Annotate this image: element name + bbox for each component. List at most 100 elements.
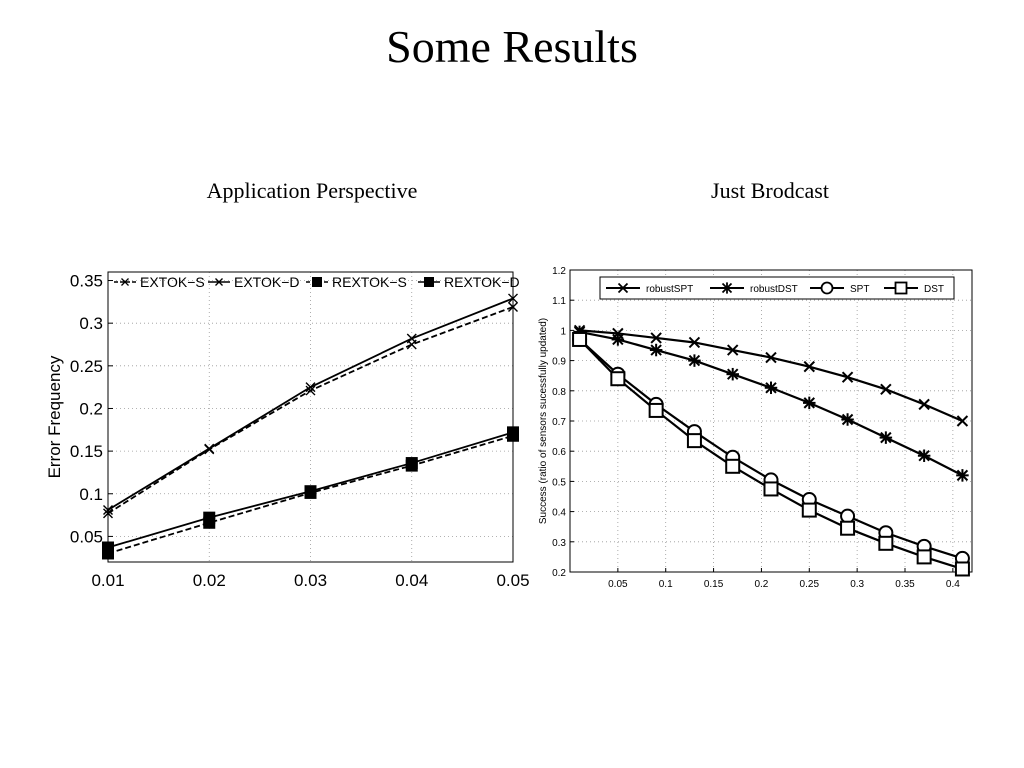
y-tick-label: 0.2 — [79, 399, 103, 418]
series-3 — [572, 331, 970, 577]
y-tick-label: 0.6 — [552, 447, 566, 458]
data-point — [840, 508, 856, 524]
y-axis-label: Error Frequency — [45, 355, 64, 478]
x-tick-label: 0.2 — [754, 579, 768, 590]
data-point — [803, 396, 816, 410]
data-point — [765, 351, 777, 364]
data-point — [102, 541, 114, 554]
data-point — [764, 381, 778, 395]
data-point — [508, 293, 518, 304]
data-point — [686, 433, 702, 449]
data-point — [841, 371, 854, 383]
legend-label: EXTOK−S — [140, 274, 205, 290]
legend-label: SPT — [850, 284, 869, 295]
data-point-stroke — [803, 360, 815, 373]
data-point — [840, 520, 856, 536]
data-point-stroke — [956, 415, 969, 427]
y-tick-label: 0.8 — [552, 387, 566, 398]
x-tick-label: 0.04 — [395, 571, 428, 590]
legend: EXTOK−S EXTOK−D REXTOK−S REXTOK−D — [114, 274, 520, 290]
y-tick-label: 0.05 — [70, 527, 103, 546]
series-3 — [102, 426, 519, 554]
data-point-stroke — [765, 351, 777, 364]
data-point — [203, 511, 216, 524]
series-line — [578, 338, 963, 560]
x-tick-label: 0.15 — [704, 579, 724, 590]
data-point — [918, 398, 930, 411]
legend-marker-stroke — [121, 278, 129, 286]
data-point-stroke — [406, 333, 417, 344]
data-point-stroke — [305, 382, 316, 393]
series-1 — [573, 325, 969, 482]
legend-label: robustDST — [750, 284, 798, 295]
data-point — [803, 360, 815, 373]
data-point — [725, 458, 741, 474]
x-tick-label: 0.35 — [895, 579, 915, 590]
left-chart-heading: Application Perspective — [206, 178, 418, 203]
y-tick-label: 1 — [560, 326, 566, 337]
data-point — [879, 431, 893, 444]
legend-box — [599, 276, 955, 300]
y-tick-label: 0.3 — [552, 538, 566, 549]
data-point-stroke — [305, 385, 316, 396]
y-tick-label: 0.4 — [552, 508, 566, 519]
x-tick-label: 0.03 — [294, 571, 327, 590]
x-tick-label: 0.4 — [946, 579, 960, 590]
legend-label: EXTOK−D — [234, 274, 300, 290]
data-point — [917, 449, 931, 462]
legend-marker-stroke — [215, 278, 223, 286]
data-point — [841, 413, 854, 426]
y-tick-label: 0.35 — [70, 272, 103, 291]
legend-label: REXTOK−D — [444, 274, 520, 290]
data-point — [648, 402, 664, 418]
data-point — [103, 508, 113, 519]
data-point — [649, 343, 663, 357]
data-point — [916, 549, 932, 565]
data-point-stroke — [880, 383, 892, 395]
data-point-stroke — [918, 398, 930, 411]
y-tick-label: 0.15 — [70, 442, 103, 461]
error-frequency-chart: 0.01 0.02 0.03 0.04 0.05 0.05 0.1 0.15 0.2 0.25 0.… — [45, 271, 530, 590]
data-point — [878, 535, 894, 551]
legend-marker — [312, 277, 322, 287]
series-0 — [573, 324, 969, 427]
legend-label: REXTOK−S — [332, 274, 407, 290]
data-point-stroke — [508, 293, 518, 304]
legend-marker-stroke — [617, 282, 629, 294]
x-tick-label: 0.05 — [496, 571, 529, 590]
data-point — [726, 367, 739, 381]
series-line — [107, 306, 514, 515]
legend-marker — [721, 282, 733, 294]
plot-frame — [569, 269, 973, 573]
x-tick-label: 0.05 — [608, 579, 628, 590]
slide-title: Some Results — [386, 21, 638, 72]
data-point — [880, 383, 892, 395]
x-tick-label: 0.25 — [800, 579, 820, 590]
legend-label: robustSPT — [646, 284, 693, 295]
data-point — [611, 333, 625, 346]
data-point — [610, 371, 626, 387]
legend-marker — [424, 277, 434, 287]
series-line — [579, 330, 963, 477]
data-point-stroke — [103, 504, 113, 515]
data-point — [103, 504, 113, 515]
data-point — [688, 354, 701, 367]
y-tick-label: 0.5 — [552, 477, 566, 488]
data-point-stroke — [727, 344, 739, 356]
data-point — [405, 457, 418, 470]
x-tick-label: 0.1 — [659, 579, 673, 590]
y-tick-label: 1.1 — [552, 296, 566, 307]
y-tick-label: 0.9 — [552, 357, 566, 368]
data-point — [508, 301, 518, 312]
series-1 — [103, 293, 518, 515]
y-tick-label: 1.2 — [552, 266, 566, 277]
data-point — [305, 385, 316, 396]
data-point — [650, 332, 662, 344]
legend-marker — [121, 278, 129, 286]
data-point — [572, 331, 588, 347]
x-tick-label: 0.02 — [193, 571, 226, 590]
plot-frame — [107, 271, 514, 563]
data-point — [801, 502, 817, 518]
legend: robustSPT robustDST SPT DST — [599, 276, 955, 300]
data-point-stroke — [103, 508, 113, 519]
